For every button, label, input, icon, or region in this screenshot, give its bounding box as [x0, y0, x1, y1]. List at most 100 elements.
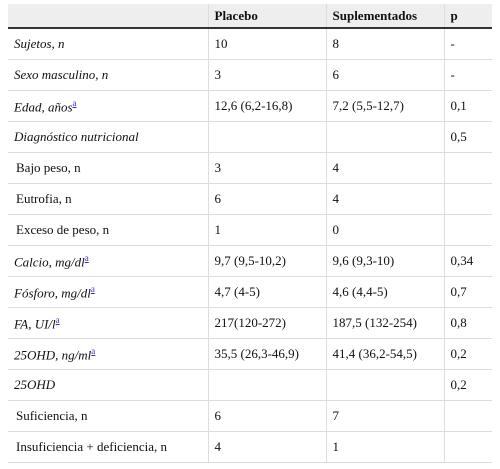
table-row: 25OHD, ng/mla 35,5 (26,3-46,9) 41,4 (36,2-… — [8, 338, 492, 370]
table-cell: 3 — [208, 59, 327, 91]
table-cell: 35,5 (26,3-46,9) — [208, 338, 327, 370]
table-cell: 4 — [326, 152, 445, 184]
table-cell — [208, 369, 327, 401]
table-cell: 6 — [208, 183, 327, 215]
footnote-ref: a — [91, 283, 95, 295]
table-cell: 1 — [326, 431, 445, 463]
row-label-text: FA, UI/l — [14, 316, 56, 332]
header-cell — [8, 4, 209, 29]
row-label: Sujetos, n — [8, 28, 209, 60]
table-row: Diagnóstico nutricional 0,5 — [8, 121, 492, 153]
table-cell: 10 — [208, 28, 327, 60]
row-label-text: Eutrofia, n — [16, 191, 72, 206]
table-row: Fósforo, mg/dla 4,7 (4-5) 4,6 (4,4-5) 0,7 — [8, 276, 492, 308]
table-cell: 4 — [326, 183, 445, 215]
footnote-link[interactable]: a — [84, 252, 89, 263]
row-label-text: Sujetos, n — [14, 36, 65, 51]
row-label-text: Diagnóstico nutricional — [14, 129, 139, 144]
row-label-text: Insuficiencia + deficiencia, n — [16, 439, 167, 454]
table-cell: 0,2 — [444, 338, 492, 370]
table-cell — [444, 183, 492, 215]
table-cell: 0 — [326, 214, 445, 246]
data-table: Placebo Suplementados p Sujetos, n 10 8- Se… — [8, 4, 492, 463]
row-label-text: Fósforo, mg/dl — [14, 285, 91, 301]
footnote-ref: a — [85, 252, 89, 264]
header-cell: Placebo — [208, 4, 327, 29]
table-cell: 0,8 — [444, 307, 492, 339]
table-cell — [326, 121, 445, 153]
table-cell: 9,6 (9,3-10) — [326, 245, 445, 277]
table-cell: 9,7 (9,5-10,2) — [208, 245, 327, 277]
table-cell: 0,34 — [444, 245, 492, 277]
table-cell — [444, 400, 492, 432]
row-label: Calcio, mg/dla — [8, 245, 209, 277]
row-label: Sexo masculino, n — [8, 59, 209, 91]
footnote-link[interactable]: a — [90, 283, 95, 294]
row-label: Exceso de peso, n — [8, 214, 209, 246]
row-label: Bajo peso, n — [8, 152, 209, 184]
table-cell: - — [444, 59, 492, 91]
header-cell: Suplementados — [326, 4, 445, 29]
table-cell: 0,7 — [444, 276, 492, 308]
table-cell: 7,2 (5,5-12,7) — [326, 90, 445, 122]
table-cell — [326, 369, 445, 401]
row-label-text: Suficiencia, n — [16, 408, 88, 423]
table-cell: - — [444, 28, 492, 60]
footnote-link[interactable]: a — [55, 314, 60, 325]
table-cell — [208, 121, 327, 153]
table-cell — [444, 152, 492, 184]
table-cell — [444, 214, 492, 246]
table-cell: 4 — [208, 431, 327, 463]
footnote-link[interactable]: a — [91, 345, 96, 356]
row-label: Fósforo, mg/dla — [8, 276, 209, 308]
table-row: Sujetos, n 10 8- — [8, 28, 492, 60]
row-label-text: Exceso de peso, n — [16, 222, 110, 237]
row-label: Eutrofia, n — [8, 183, 209, 215]
table-row: FA, UI/la 217(120-272) 187,5 (132-254) 0,8 — [8, 307, 492, 339]
row-label: Insuficiencia + deficiencia, n — [8, 431, 209, 463]
header-cell: p — [444, 4, 492, 29]
table-row: Calcio, mg/dla 9,7 (9,5-10,2) 9,6 (9,3-10)… — [8, 245, 492, 277]
row-label-text: 25OHD, ng/ml — [14, 347, 92, 363]
footnote-ref: a — [56, 314, 60, 326]
table-cell: 4,7 (4-5) — [208, 276, 327, 308]
table-body: Sujetos, n 10 8- Sexo masculino, n 3 6- Edad, … — [8, 28, 492, 463]
table-cell: 6 — [326, 59, 445, 91]
row-label: 25OHD — [8, 369, 209, 401]
table-cell: 41,4 (36,2-54,5) — [326, 338, 445, 370]
table-cell: 1 — [208, 214, 327, 246]
table-cell: 12,6 (6,2-16,8) — [208, 90, 327, 122]
table-cell: 4,6 (4,4-5) — [326, 276, 445, 308]
table-cell — [444, 431, 492, 463]
row-label-text: Bajo peso, n — [16, 160, 81, 175]
table-cell: 8 — [326, 28, 445, 60]
row-label: Diagnóstico nutricional — [8, 121, 209, 153]
table-cell: 7 — [326, 400, 445, 432]
table-cell: 217(120-272) — [208, 307, 327, 339]
row-label-text: Sexo masculino, n — [14, 67, 109, 82]
table-cell: 0,5 — [444, 121, 492, 153]
row-label: Suficiencia, n — [8, 400, 209, 432]
row-label: Edad, añosa — [8, 90, 209, 122]
row-label: 25OHD, ng/mla — [8, 338, 209, 370]
table-cell: 0,2 — [444, 369, 492, 401]
row-label: FA, UI/la — [8, 307, 209, 339]
table-row: 25OHD 0,2 — [8, 369, 492, 401]
header-row: Placebo Suplementados p — [8, 4, 492, 29]
table-cell: 187,5 (132-254) — [326, 307, 445, 339]
row-label-text: Edad, años — [14, 99, 73, 115]
footnote-ref: a — [73, 97, 77, 109]
row-label-text: Calcio, mg/dl — [14, 254, 85, 270]
table-cell: 6 — [208, 400, 327, 432]
table-cell: 3 — [208, 152, 327, 184]
footnote-link[interactable]: a — [72, 97, 77, 108]
table-cell: 0,1 — [444, 90, 492, 122]
footnote-ref: a — [91, 345, 95, 357]
